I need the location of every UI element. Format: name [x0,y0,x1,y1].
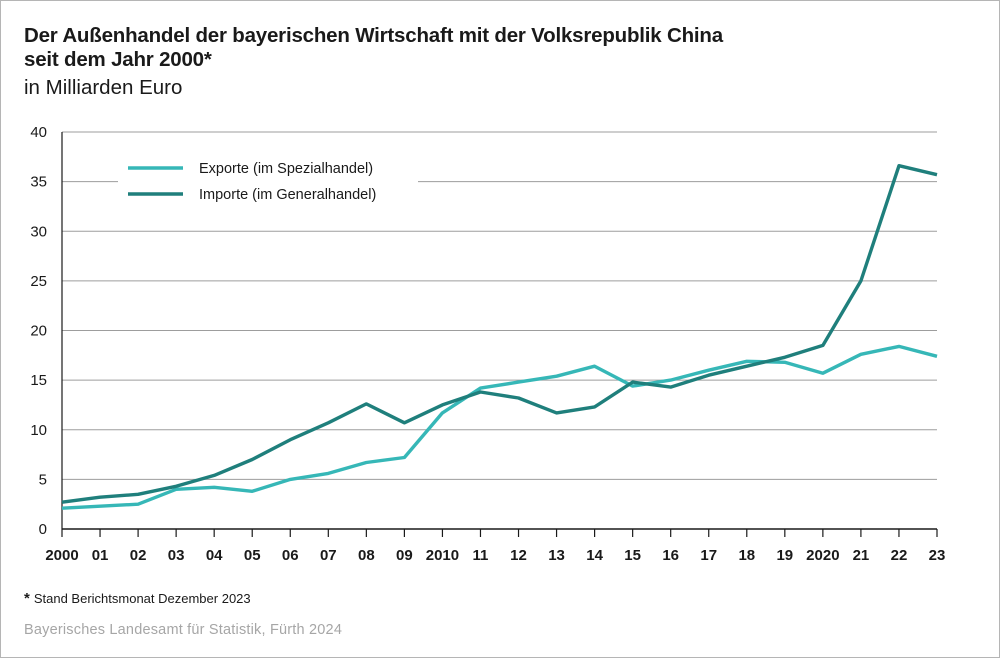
x-tick-label: 12 [510,547,527,564]
x-tick-label: 18 [738,547,755,564]
x-tick-label: 11 [473,547,489,564]
x-tick-label: 16 [662,547,679,564]
x-tick-label: 19 [776,547,793,564]
title-line-1: Der Außenhandel der bayerischen Wirtscha… [24,24,723,47]
x-tick-label: 2010 [426,547,459,564]
x-tick-label: 02 [130,547,147,564]
x-tick-label: 2020 [806,547,839,564]
y-tick-label: 20 [30,323,47,340]
y-tick-label: 0 [39,521,47,538]
x-tick-label: 03 [168,547,185,564]
x-tick-label: 23 [929,547,946,564]
y-tick-label: 15 [30,372,47,389]
series-line-exporte [61,344,938,510]
x-tick-label: 09 [396,547,413,564]
series-line-importe [61,163,938,504]
legend-label: Importe (im Generalhandel) [199,187,376,203]
legend-label: Exporte (im Spezialhandel) [199,161,373,177]
title-line-2: seit dem Jahr 2000* [24,48,212,71]
x-tick-label: 07 [320,547,337,564]
y-tick-label: 10 [30,422,47,439]
x-tick-label: 22 [891,547,908,564]
x-tick-label: 2000 [45,547,78,564]
source-note: Bayerisches Landesamt für Statistik, Für… [24,622,343,638]
x-tick-label: 14 [586,547,603,564]
footnote-marker: * [24,590,30,607]
y-tick-label: 40 [30,124,47,141]
x-tick-label: 13 [548,547,565,564]
x-tick-label: 15 [624,547,641,564]
x-tick-label: 21 [853,547,870,564]
chart-title: Der Außenhandel der bayerischen Wirtscha… [24,24,723,72]
x-tick-label: 17 [700,547,717,564]
y-tick-label: 30 [30,223,47,240]
y-tick-label: 5 [39,471,47,488]
y-tick-label: 25 [30,273,47,290]
footnote-text: Stand Berichtsmonat Dezember 2023 [33,591,251,606]
x-tick-label: 06 [282,547,299,564]
y-tick-label: 35 [30,174,47,191]
x-tick-label: 01 [92,547,109,564]
x-tick-label: 05 [244,547,261,564]
legend-box [118,150,418,214]
footnote: * Stand Berichtsmonat Dezember 2023 [24,590,251,607]
x-tick-label: 08 [358,547,375,564]
chart-subtitle: in Milliarden Euro [24,76,183,99]
x-tick-label: 04 [206,547,223,564]
